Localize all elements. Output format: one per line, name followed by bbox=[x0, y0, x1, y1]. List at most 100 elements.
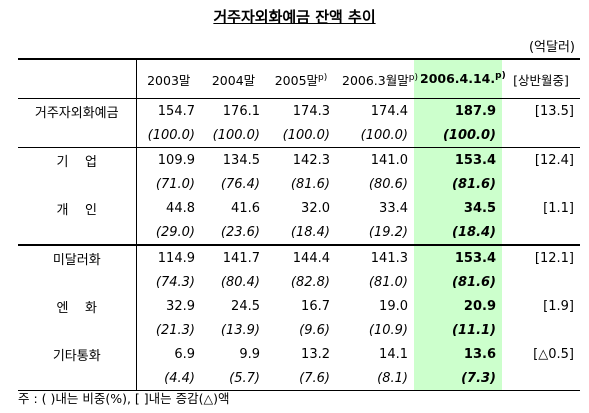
share-blank bbox=[502, 220, 580, 246]
table-body: 거주자외화예금 154.7 176.1 174.3 174.4 187.9 [13.5] (1… bbox=[18, 98, 580, 391]
share-cell: (18.4) bbox=[266, 220, 336, 246]
column-header: 2006.4.14.p) bbox=[414, 59, 506, 99]
value-cell: 33.4 bbox=[379, 200, 408, 216]
share-cell: (80.6) bbox=[368, 176, 408, 192]
column-header-note: p) bbox=[408, 72, 418, 83]
value-cell: 24.5 bbox=[231, 298, 260, 314]
value-cell: 154.7 bbox=[157, 103, 195, 119]
column-header: 2005말p) bbox=[266, 59, 336, 99]
column-header-note: p) bbox=[318, 72, 328, 83]
share-cell: (11.1) bbox=[414, 318, 502, 342]
share-blank bbox=[502, 270, 580, 294]
row-label-blank bbox=[18, 123, 137, 148]
value-cell: 141.0 bbox=[370, 152, 408, 168]
value-cell: [1.1] bbox=[543, 200, 574, 216]
share-cell: (8.1) bbox=[336, 366, 414, 391]
share-cell: (19.2) bbox=[336, 220, 414, 246]
footnote: 주 : ( )내는 비중(%), [ ]내는 증감(△)액 bbox=[18, 391, 230, 406]
share-cell: (81.6) bbox=[414, 270, 502, 294]
value-row: 미달러화 114.9 141.7 144.4 141.3 153.4 [12.1] bbox=[18, 245, 580, 270]
share-row: (100.0) (100.0) (100.0) (100.0) (100.0) bbox=[18, 123, 580, 148]
corner bbox=[18, 59, 137, 99]
value-cell: [13.5] bbox=[534, 103, 574, 119]
share-cell: (81.6) bbox=[290, 176, 330, 192]
value-cell: [12.1] bbox=[534, 250, 574, 266]
share-cell: (76.4) bbox=[220, 176, 260, 192]
share-cell: (100.0) bbox=[136, 123, 201, 148]
share-cell: (7.3) bbox=[414, 366, 502, 391]
row-label-blank bbox=[18, 172, 137, 196]
value-cell: 32.0 bbox=[301, 200, 330, 216]
table: 2003말 2004말 2005말p) 2006.3월말p) 2006.4.14.p)[… bbox=[18, 58, 580, 391]
value-cell: 153.4 bbox=[414, 245, 502, 270]
row-label-blank bbox=[18, 318, 137, 342]
share-cell: (4.4) bbox=[136, 366, 201, 391]
share-cell: (100.0) bbox=[266, 123, 336, 148]
row-label: 개 인 bbox=[18, 196, 137, 220]
column-header: 2006.3월말p) bbox=[336, 59, 418, 99]
share-cell: (100.0) bbox=[201, 123, 266, 148]
value-row: 거주자외화예금 154.7 176.1 174.3 174.4 187.9 [13.5] bbox=[18, 98, 580, 123]
value-cell: 19.0 bbox=[379, 298, 408, 314]
row-label: 기타통화 bbox=[18, 342, 137, 366]
value-cell: 41.6 bbox=[231, 200, 260, 216]
share-row: (21.3) (13.9) (9.6) (10.9) (11.1) bbox=[18, 318, 580, 342]
column-header-text: 2004말 bbox=[211, 72, 256, 88]
value-cell: 20.9 bbox=[414, 294, 502, 318]
value-cell: 6.9 bbox=[174, 346, 195, 362]
column-header: 2003말 bbox=[136, 59, 201, 99]
value-cell: 32.9 bbox=[166, 298, 195, 314]
column-header: [상반월중] bbox=[502, 59, 580, 99]
share-cell: (100.0) bbox=[336, 123, 414, 148]
share-cell: (10.9) bbox=[368, 322, 408, 338]
share-cell: (23.6) bbox=[201, 220, 266, 246]
title-text: 거주자외화예금 잔액 추이 bbox=[213, 8, 376, 26]
value-row: 개 인 44.8 41.6 32.0 33.4 34.5 [1.1] bbox=[18, 196, 580, 220]
value-cell: [12.4] bbox=[534, 152, 574, 168]
share-cell: (71.0) bbox=[155, 176, 195, 192]
share-cell: (29.0) bbox=[136, 220, 201, 246]
header-row: 2003말 2004말 2005말p) 2006.3월말p) 2006.4.14.p)[… bbox=[18, 59, 580, 99]
row-label-blank bbox=[18, 366, 137, 391]
value-cell: 141.3 bbox=[370, 250, 408, 266]
value-row: 엔 화 32.9 24.5 16.7 19.0 20.9 [1.9] bbox=[18, 294, 580, 318]
row-label: 엔 화 bbox=[18, 294, 137, 318]
value-cell: 174.3 bbox=[292, 103, 330, 119]
row-label-blank bbox=[18, 270, 137, 294]
value-cell: 14.1 bbox=[379, 346, 408, 362]
share-cell: (7.6) bbox=[266, 366, 336, 391]
column-header-text: 2003말 bbox=[147, 72, 191, 88]
share-blank bbox=[502, 318, 580, 342]
row-label: 미달러화 bbox=[18, 245, 137, 270]
share-cell: (9.6) bbox=[299, 322, 330, 338]
value-cell: 153.4 bbox=[414, 147, 502, 172]
value-cell: 142.3 bbox=[292, 152, 330, 168]
share-blank bbox=[502, 366, 580, 391]
value-cell: 134.5 bbox=[222, 152, 260, 168]
value-cell: 144.4 bbox=[292, 250, 330, 266]
value-cell: 44.8 bbox=[166, 200, 195, 216]
share-cell: (100.0) bbox=[414, 123, 502, 148]
share-row: (4.4) (5.7) (7.6) (8.1) (7.3) bbox=[18, 366, 580, 391]
share-cell: (21.3) bbox=[155, 322, 195, 338]
value-row: 기타통화 6.9 9.9 13.2 14.1 13.6 [△0.5] bbox=[18, 342, 580, 366]
column-header-note: p) bbox=[495, 71, 506, 82]
share-row: (29.0) (23.6) (18.4) (19.2) (18.4) bbox=[18, 220, 580, 246]
title: 거주자외화예금 잔액 추이 bbox=[0, 6, 589, 27]
value-cell: 174.4 bbox=[370, 103, 408, 119]
share-cell: (5.7) bbox=[201, 366, 266, 391]
value-cell: [△0.5] bbox=[533, 346, 574, 362]
value-cell: 187.9 bbox=[414, 98, 502, 123]
share-cell: (82.8) bbox=[290, 274, 330, 290]
value-row: 기 업 109.9 134.5 142.3 141.0 153.4 [12.4] bbox=[18, 147, 580, 172]
column-header: 2004말 bbox=[201, 59, 266, 99]
share-cell: (81.0) bbox=[368, 274, 408, 290]
share-cell: (81.6) bbox=[414, 172, 502, 196]
row-label: 기 업 bbox=[18, 147, 137, 172]
column-header-text: 2006.4.14. bbox=[420, 71, 496, 87]
share-cell: (80.4) bbox=[220, 274, 260, 290]
share-blank bbox=[502, 172, 580, 196]
share-cell: (74.3) bbox=[155, 274, 195, 290]
row-label: 거주자외화예금 bbox=[18, 98, 137, 123]
